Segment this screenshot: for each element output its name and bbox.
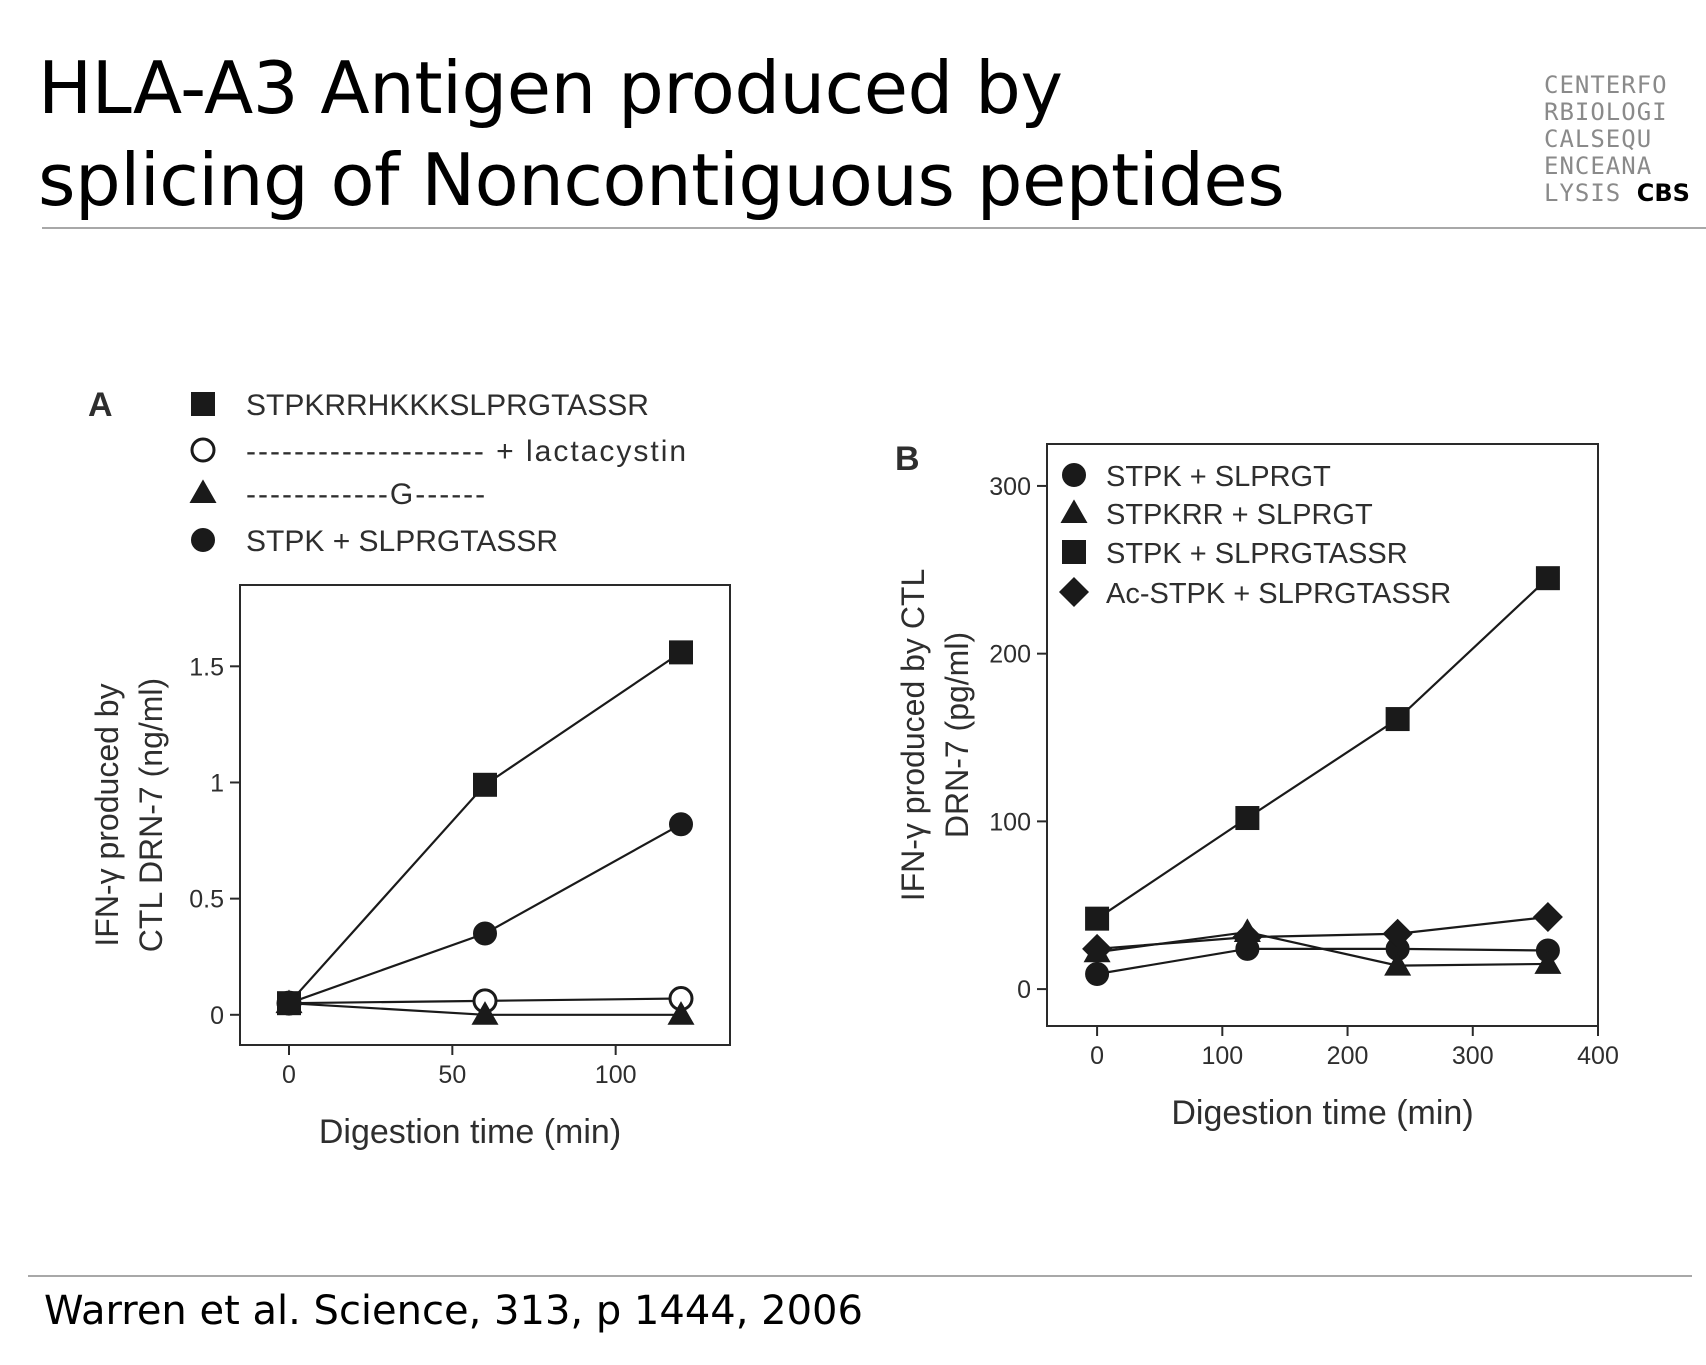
x-tick-label: 0 (1090, 1042, 1104, 1070)
title-divider (42, 227, 1706, 229)
legend-marker (1058, 576, 1090, 608)
x-tick-label: 400 (1577, 1042, 1619, 1070)
y-axis-label: DRN-7 (pg/ml) (939, 632, 975, 838)
data-point (669, 812, 693, 837)
data-point (669, 640, 693, 665)
figure-panels: 0 50 100 0 0.5 1 1.5 Digestion time (min) IFN-γ … (88, 386, 1619, 1151)
data-point (1082, 933, 1113, 964)
legend-marker (1062, 540, 1086, 564)
slide-title-line-2: splicing of Noncontiguous peptides (38, 138, 1285, 222)
legend-label: STPK + SLPRGTASSR (1106, 538, 1408, 570)
x-axis-label: Digestion time (min) (1171, 1094, 1473, 1132)
legend-label: STPKRR + SLPRGT (1106, 499, 1373, 531)
legend-marker (1060, 499, 1088, 523)
y-tick-label: 1 (210, 769, 224, 797)
legend-label: Ac-STPK + SLPRGTASSR (1106, 578, 1451, 610)
data-point (667, 1001, 695, 1025)
y-tick-label: 200 (989, 641, 1031, 669)
panel-label: B (895, 440, 920, 478)
logo-line: RBIOLOGI (1544, 98, 1668, 126)
series-line (288, 823, 682, 1005)
x-tick-label: 100 (1201, 1042, 1243, 1070)
cbs-logo: CENTERFO RBIOLOGI CALSEQU ENCEANA LYSIS … (1544, 72, 1690, 207)
data-point (1235, 806, 1260, 831)
data-point (1532, 901, 1563, 932)
y-tick-label: 100 (989, 808, 1031, 836)
logo-line: CALSEQU (1544, 125, 1653, 153)
x-tick-label: 50 (438, 1061, 466, 1089)
data-point (1232, 922, 1263, 953)
y-tick-label: 300 (989, 473, 1031, 501)
logo-tag: CBS (1636, 179, 1690, 207)
y-axis-label: CTL DRN-7 (ng/ml) (133, 678, 169, 952)
logo-line: CENTERFO (1544, 71, 1668, 99)
plot-frame (239, 584, 731, 1046)
legend-marker (1062, 463, 1086, 487)
data-point (1085, 962, 1110, 987)
data-point (473, 772, 497, 797)
legend-label: STPKRRHKKKSLPRGTASSR (246, 389, 649, 422)
legend-label: ------------G------ (246, 478, 487, 511)
y-tick-label: 0 (1017, 976, 1031, 1004)
legend-label: STPK + SLPRGTASSR (246, 525, 558, 558)
panel-label: A (88, 386, 113, 424)
legend-marker (189, 479, 217, 503)
x-tick-label: 0 (282, 1061, 296, 1089)
slide-title: HLA-A3 Antigen produced by splicing of N… (38, 42, 1338, 226)
legend-label: -------------------- + lactacystin (246, 435, 688, 468)
legend-marker (190, 437, 216, 463)
legend-marker (191, 528, 215, 552)
slide-title-line-1: HLA-A3 Antigen produced by (38, 46, 1063, 130)
y-tick-label: 0.5 (189, 886, 224, 914)
series-line (1096, 947, 1548, 976)
y-tick-label: 1.5 (189, 653, 224, 681)
data-point (473, 921, 497, 946)
logo-line: LYSIS CBS (1544, 180, 1690, 207)
data-point (1535, 566, 1560, 591)
y-axis-label: IFN-γ produced by (89, 683, 125, 946)
data-point (1534, 950, 1562, 974)
y-tick-label: 0 (210, 1002, 224, 1030)
series-line (1096, 577, 1549, 920)
data-point (1085, 906, 1110, 931)
plot-frame (1046, 443, 1599, 1027)
x-tick-label: 300 (1452, 1042, 1494, 1070)
data-point (1384, 951, 1412, 976)
legend-label: STPK + SLPRGT (1106, 461, 1331, 493)
series-line (288, 651, 682, 1004)
x-tick-label: 100 (595, 1061, 637, 1089)
series-line (1097, 915, 1549, 950)
footer-divider (28, 1275, 1692, 1277)
y-axis-label: IFN-γ produced by CTL (895, 569, 931, 902)
citation: Warren et al. Science, 313, p 1444, 2006 (44, 1288, 863, 1334)
x-tick-label: 200 (1327, 1042, 1369, 1070)
logo-line-text: LYSIS (1544, 179, 1622, 207)
data-point (1382, 918, 1413, 949)
data-point (277, 991, 301, 1016)
logo-line: ENCEANA (1544, 152, 1653, 180)
data-point (1385, 707, 1410, 732)
x-axis-label: Digestion time (min) (319, 1113, 621, 1151)
data-point (471, 1001, 499, 1025)
legend-marker (191, 392, 215, 416)
